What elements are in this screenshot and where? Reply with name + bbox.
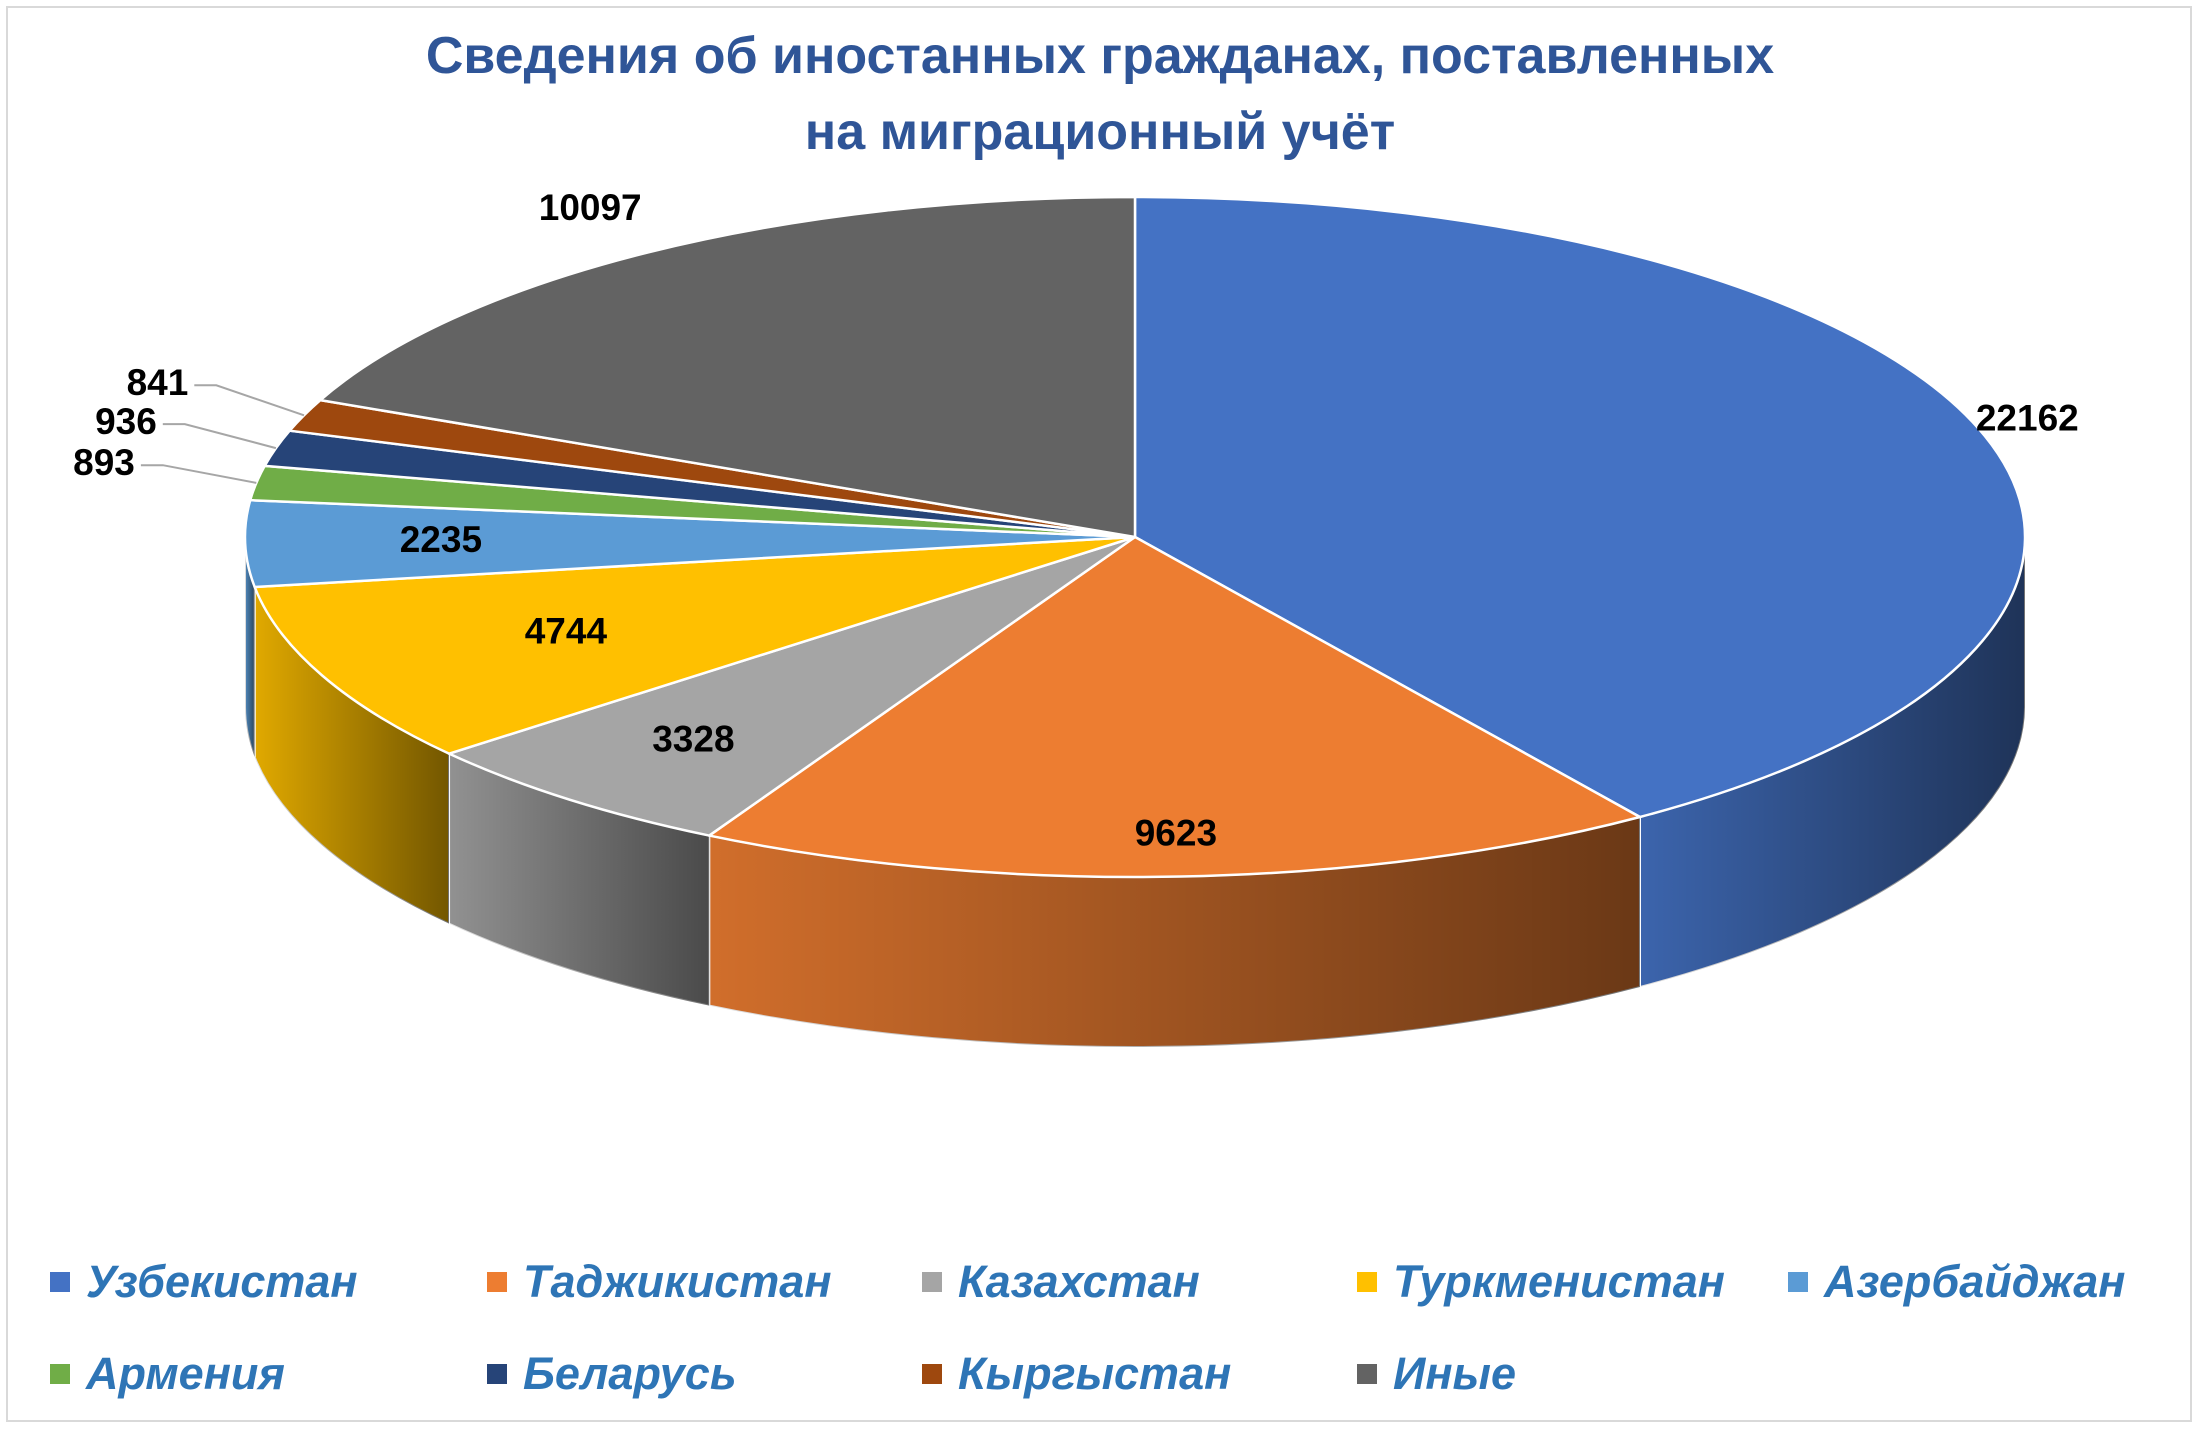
slice-казахстан-side	[448, 752, 711, 1007]
data-label-иные: 10097	[539, 187, 642, 228]
legend-label: Армения	[86, 1348, 285, 1399]
legend-label: Иные	[1393, 1348, 1517, 1399]
slice-узбекистан	[1133, 195, 2027, 819]
legend-swatch	[1788, 1272, 1808, 1292]
data-label-армения: 893	[73, 442, 135, 483]
slice-таджикистан	[707, 535, 1642, 879]
legend-swatch	[1357, 1272, 1377, 1292]
data-label-казахстан: 3328	[652, 718, 734, 759]
data-label-азербайджан: 2235	[400, 519, 482, 560]
data-label-беларусь-leader	[162, 423, 277, 450]
legend-swatch	[487, 1364, 507, 1384]
legend-label: Азербайджан	[1824, 1256, 2126, 1307]
data-label-беларусь: 936	[95, 401, 157, 442]
legend: Узбекистан Таджикистан Казахстан Туркменист…	[50, 1252, 2180, 1422]
legend-swatch	[487, 1272, 507, 1292]
legend-item-азербайджан: Азербайджан	[1788, 1252, 2125, 1312]
slice-туркменистан	[253, 535, 1137, 755]
legend-label: Таджикистан	[523, 1256, 832, 1307]
data-label-армения-leader	[140, 464, 257, 484]
slice-казахстан	[447, 535, 1137, 837]
legend-label: Беларусь	[523, 1348, 737, 1399]
slice-азербайджан	[243, 498, 1137, 589]
legend-swatch	[922, 1272, 942, 1292]
legend-item-казахстан: Казахстан	[922, 1252, 1200, 1312]
legend-swatch	[50, 1364, 70, 1384]
legend-swatch	[1357, 1364, 1377, 1384]
chart-title-line-1: Сведения об иностанных гражданах, постав…	[425, 27, 1775, 85]
legend-label: Туркменистан	[1393, 1256, 1725, 1307]
data-label-кыргыстан-leader	[194, 384, 305, 417]
data-label-таджикистан: 9623	[1135, 813, 1217, 854]
legend-swatch	[922, 1364, 942, 1384]
legend-item-таджикистан: Таджикистан	[487, 1252, 832, 1312]
legend-item-беларусь: Беларусь	[487, 1344, 737, 1404]
data-label-узбекистан: 22162	[1976, 398, 2079, 439]
chart-frame	[6, 6, 2192, 1422]
legend-item-кыргыстан: Кыргыстан	[922, 1344, 1231, 1404]
legend-item-туркменистан: Туркменистан	[1357, 1252, 1725, 1312]
legend-swatch	[50, 1272, 70, 1292]
slice-иные	[319, 195, 1137, 539]
data-label-туркменистан: 4744	[525, 611, 608, 652]
legend-item-иные: Иные	[1357, 1344, 1516, 1404]
chart-title: Сведения об иностанных гражданах, постав…	[0, 18, 2200, 170]
slice-таджикистан-side	[708, 815, 1641, 1049]
legend-item-армения: Армения	[50, 1344, 285, 1404]
legend-label: Узбекистан	[86, 1256, 358, 1307]
slice-азербайджан-side	[244, 536, 256, 758]
legend-label: Кыргыстан	[958, 1348, 1232, 1399]
chart-title-line-2: на миграционный учёт	[804, 103, 1396, 161]
legend-label: Казахстан	[958, 1256, 1200, 1307]
data-label-кыргыстан: 841	[127, 362, 189, 403]
legend-item-узбекистан: Узбекистан	[50, 1252, 358, 1312]
